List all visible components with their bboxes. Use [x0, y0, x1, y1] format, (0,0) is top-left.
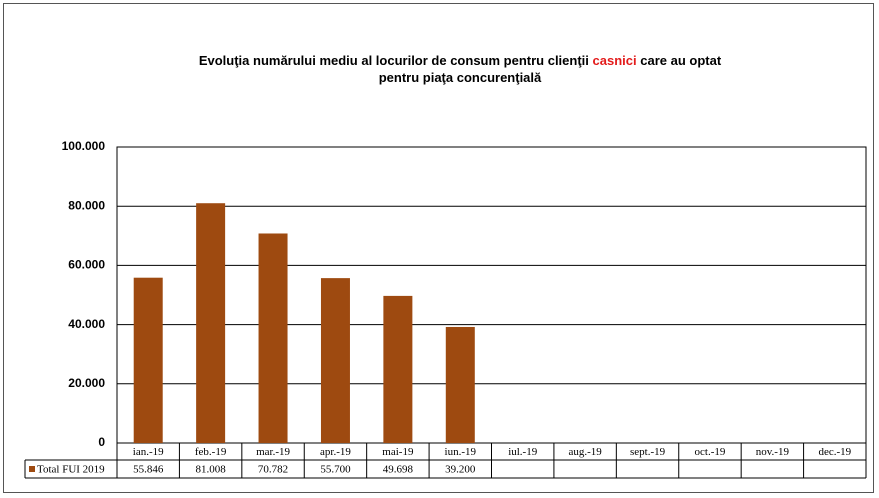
x-tick-label: sept.-19 [630, 446, 666, 458]
x-tick-label: mai-19 [382, 446, 414, 458]
y-tick-label: 80.000 [68, 198, 105, 212]
x-tick-label: iun.-19 [445, 446, 477, 458]
legend-swatch [29, 466, 35, 472]
title-part: care au optat [640, 53, 722, 68]
title-part: pentru piaţa concurenţială [378, 70, 542, 85]
x-tick-label: ian.-19 [133, 446, 164, 458]
y-tick-label: 40.000 [68, 317, 105, 331]
y-tick-label: 100.000 [62, 139, 106, 153]
bar [445, 326, 475, 443]
x-tick-label: apr.-19 [320, 446, 351, 458]
value-label: 55.846 [133, 464, 164, 476]
plot-area [116, 146, 867, 444]
x-tick-label: aug.-19 [568, 446, 602, 458]
value-label: 49.698 [383, 464, 414, 476]
x-tick-label: mar.-19 [256, 446, 290, 458]
legend-label: Total FUI 2019 [37, 464, 105, 476]
x-tick-label: feb.-19 [195, 446, 227, 458]
value-label: 39.200 [445, 464, 476, 476]
value-label: 81.008 [196, 464, 227, 476]
bar [383, 295, 413, 443]
x-tick-label: iul.-19 [508, 446, 538, 458]
title-highlight: casnici [592, 53, 637, 68]
x-tick-label: oct.-19 [695, 446, 726, 458]
y-tick-label: 0 [98, 435, 105, 449]
bar [133, 277, 163, 443]
y-tick-label: 60.000 [68, 258, 105, 272]
value-label: 55.700 [320, 464, 351, 476]
value-label: 70.782 [258, 464, 288, 476]
chart-title: Evoluţia numărului mediu al locurilor de… [100, 52, 820, 86]
bar [196, 203, 226, 443]
y-tick-label: 20.000 [68, 376, 105, 390]
title-part: Evoluţia numărului mediu al locurilor de… [198, 53, 589, 68]
chart-frame [3, 3, 874, 493]
bar [258, 233, 288, 443]
x-tick-label: nov.-19 [756, 446, 790, 458]
bar [320, 278, 350, 443]
x-tick-label: dec.-19 [818, 446, 851, 458]
